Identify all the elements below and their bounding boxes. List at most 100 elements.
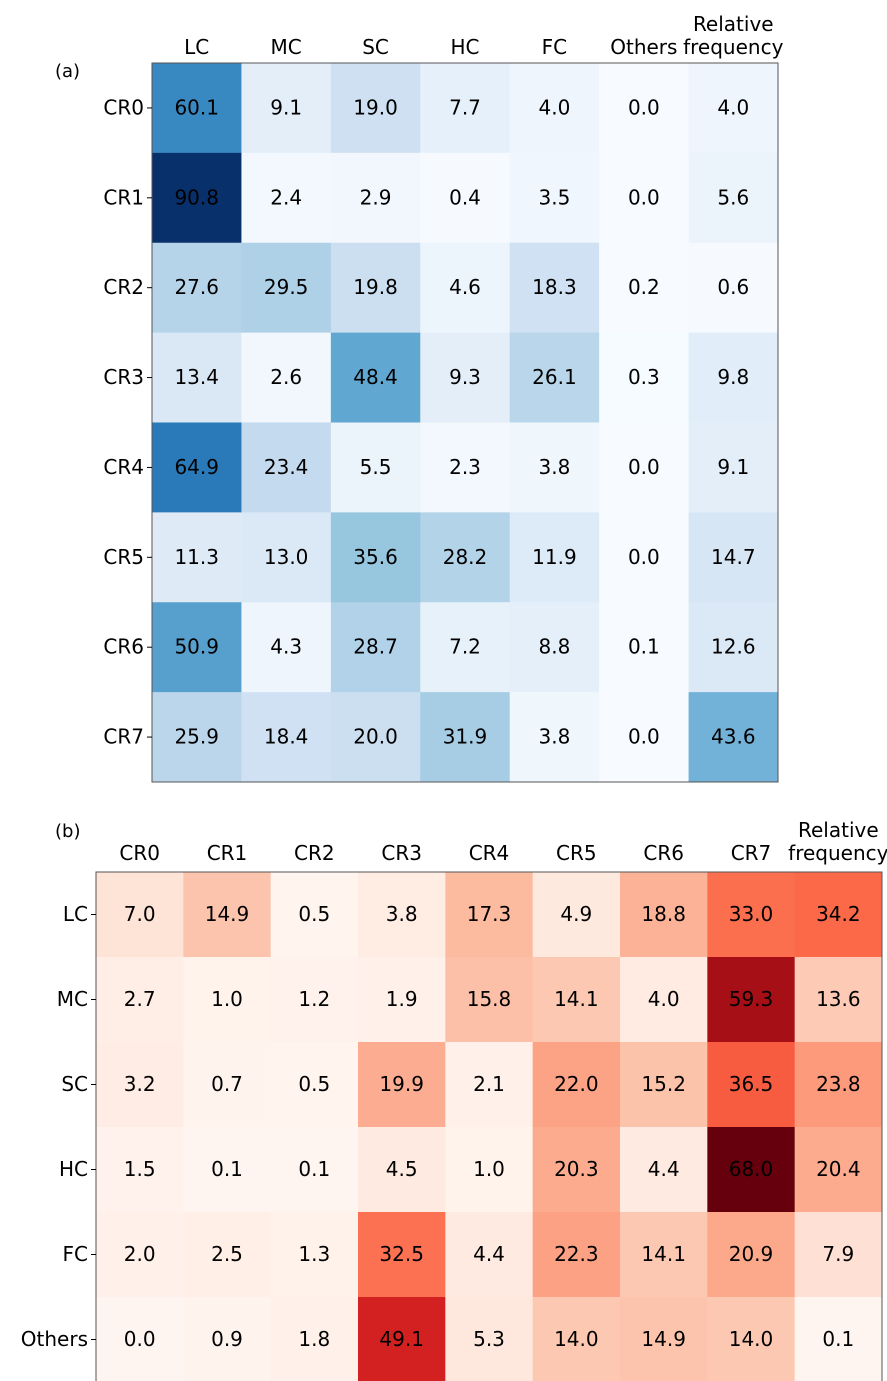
x-tick-label-box: CR7 (731, 842, 772, 865)
cell-label: 15.8 (467, 987, 512, 1011)
cell-label: 5.6 (717, 185, 749, 209)
cell-label: 90.8 (174, 185, 219, 209)
heat-cell (330, 422, 421, 513)
heat-cell (509, 63, 600, 154)
cell-label: 4.3 (270, 635, 302, 659)
x-tick-label: SC (362, 35, 389, 59)
heat-cell (420, 692, 511, 783)
heat-cell (96, 1297, 184, 1381)
cell-label: 2.4 (270, 185, 302, 209)
cell-label: 2.0 (124, 1242, 156, 1266)
heat-cell (509, 602, 600, 693)
cell-label: 18.3 (532, 275, 577, 299)
heat-cell (152, 602, 242, 693)
heat-cell (358, 1297, 446, 1381)
x-tick-label-box: CR2 (294, 842, 335, 865)
x-tick-label-box: CR3 (381, 841, 422, 865)
heat-cell (794, 1297, 883, 1381)
cell-label: 0.7 (211, 1072, 243, 1096)
cell-label: 2.6 (270, 365, 302, 389)
y-tick-label: MC (57, 987, 88, 1011)
y-tick-label: LC (63, 902, 88, 926)
heat-cell (532, 1212, 621, 1298)
cell-label: 0.5 (298, 1072, 330, 1096)
panel-label: (b) (55, 821, 80, 842)
x-tick-label: CR5 (556, 841, 597, 865)
cell-label: 23.4 (264, 455, 309, 479)
cell-label: 68.0 (729, 1157, 774, 1181)
heat-cell (688, 422, 779, 513)
cell-label: 14.9 (641, 1327, 686, 1351)
cell-label: 20.4 (816, 1157, 861, 1181)
x-tick-label-box: CR1 (206, 841, 248, 865)
x-tick-label-box: FC (541, 35, 568, 59)
cell-label: 20.3 (554, 1157, 599, 1181)
cell-label: 1.9 (386, 987, 418, 1011)
cell-label: 7.0 (124, 902, 156, 926)
x-tick-label: FC (541, 35, 568, 59)
heat-cell (241, 692, 332, 783)
cell-label: 20.0 (353, 725, 398, 749)
x-tick-label: Relative frequency (788, 818, 887, 865)
cell-label: 0.2 (628, 275, 660, 299)
heat-cell (532, 1297, 621, 1381)
heat-cell (509, 242, 600, 334)
y-tick-label: CR5 (103, 545, 144, 569)
y-tick-label: Others (21, 1327, 88, 1351)
heat-cell (794, 1127, 883, 1213)
cell-label: 12.6 (711, 635, 756, 659)
x-tick-label-box: HC (450, 35, 480, 59)
x-tick-label: CR3 (381, 841, 422, 865)
cell-label: 13.4 (174, 365, 219, 389)
y-tick-label: CR3 (103, 365, 144, 389)
cell-label: 28.2 (443, 545, 488, 569)
heat-cell (707, 1212, 796, 1298)
cell-label: 8.8 (539, 635, 571, 659)
heat-cell (358, 1212, 446, 1298)
cell-label: 49.1 (379, 1327, 424, 1351)
heat-cell (330, 63, 421, 154)
cell-label: 4.0 (717, 95, 749, 119)
heat-cell (420, 602, 511, 693)
cell-label: 0.6 (717, 275, 749, 299)
heat-cell (445, 957, 534, 1043)
heat-cell (445, 872, 534, 958)
cell-label: 7.9 (822, 1242, 854, 1266)
heat-cell (358, 957, 446, 1043)
heat-cell (96, 1042, 184, 1128)
x-tick-label: CR1 (206, 841, 248, 865)
heat-cell (152, 242, 242, 334)
x-tick-label: Relative frequency (683, 12, 784, 59)
cell-label: 14.0 (729, 1327, 774, 1351)
cell-label: 14.0 (554, 1327, 599, 1351)
x-tick-label: CR6 (643, 841, 684, 865)
cell-label: 50.9 (174, 635, 219, 659)
cell-label: 48.4 (353, 365, 398, 389)
heat-cell (330, 602, 421, 693)
x-tick-label: LC (184, 35, 210, 59)
cell-label: 18.8 (641, 902, 686, 926)
cell-label: 17.3 (467, 902, 512, 926)
heat-cell (152, 422, 242, 513)
cell-label: 0.5 (298, 902, 330, 926)
cell-label: 64.9 (174, 455, 219, 479)
x-tick-label-box: SC (362, 35, 389, 59)
cell-label: 11.3 (174, 545, 219, 569)
heat-cell (599, 152, 690, 244)
heat-cell (152, 692, 242, 783)
heat-cell (794, 957, 883, 1043)
heat-cell (445, 1127, 534, 1213)
x-tick-label-box: MC (271, 36, 302, 59)
cell-label: 14.7 (711, 545, 756, 569)
cell-label: 18.4 (264, 725, 309, 749)
cell-label: 0.0 (628, 95, 660, 119)
heat-cell (330, 152, 421, 244)
heat-cell (241, 422, 332, 513)
heat-cell (358, 872, 446, 958)
cell-label: 0.0 (628, 185, 660, 209)
cell-label: 19.0 (353, 95, 398, 119)
cell-label: 0.1 (628, 635, 660, 659)
x-tick-label: HC (450, 35, 480, 59)
heat-cell (358, 1127, 446, 1213)
